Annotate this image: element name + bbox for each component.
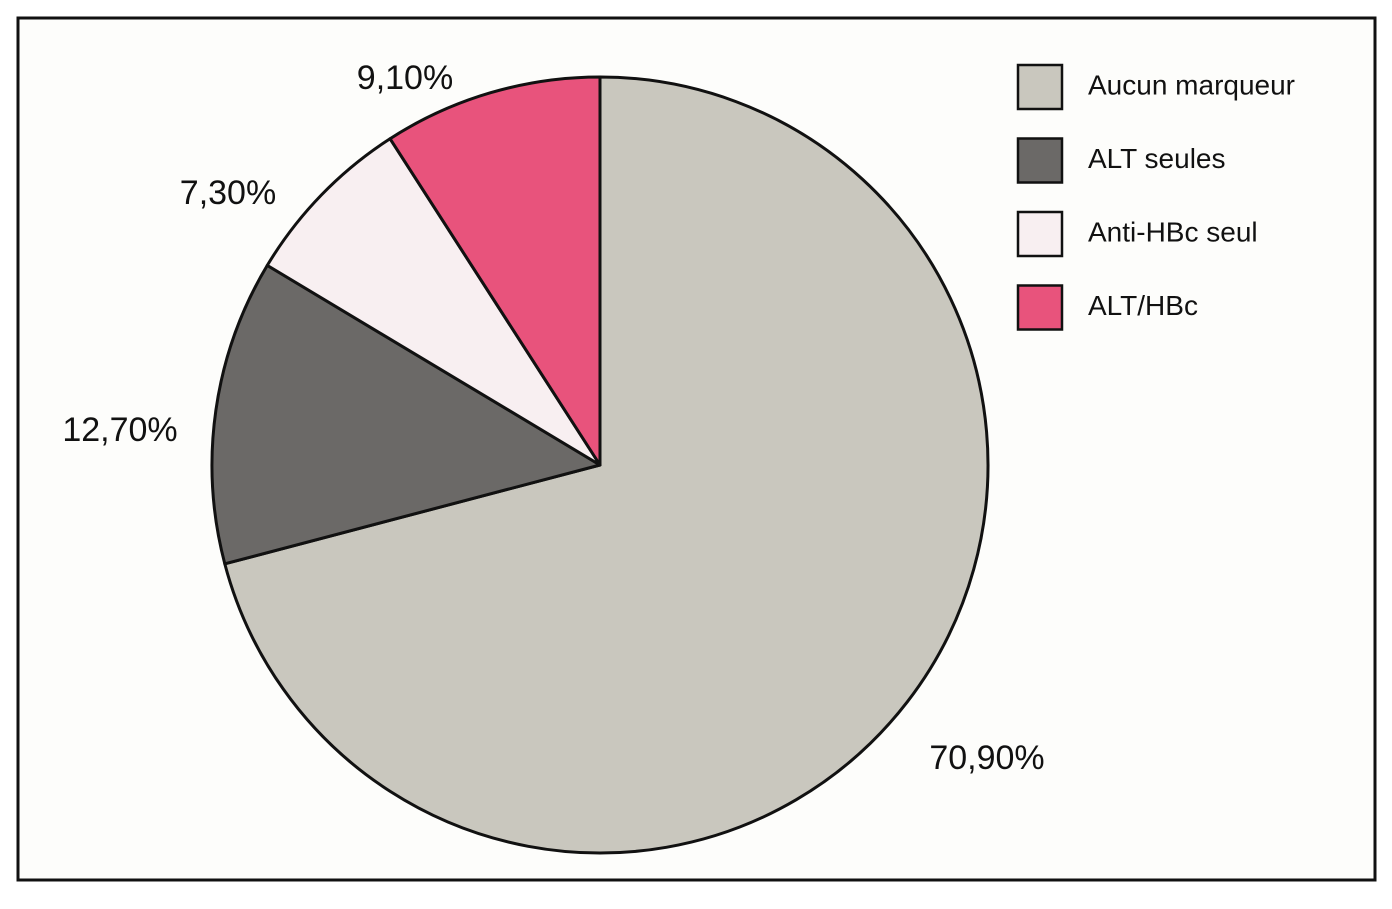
pie-slice — [223, 75, 990, 855]
legend-swatch — [1016, 210, 1064, 258]
legend-label: Anti-HBc seul — [1088, 216, 1258, 247]
pie-slice — [265, 137, 602, 467]
value-label: 9,10% — [357, 59, 453, 97]
pie — [210, 75, 990, 855]
legend-label: ALT seules — [1088, 143, 1225, 174]
legend-swatch — [1016, 63, 1064, 111]
value-labels: 70,90% 12,70% 7,30% 9,10% — [62, 59, 1044, 777]
legend: Aucun marqueur ALT seules Anti-HBc seul ALT… — [1016, 63, 1295, 331]
pie-slice — [210, 263, 602, 566]
legend-label: Aucun marqueur — [1088, 69, 1295, 100]
value-label: 70,90% — [929, 739, 1044, 777]
value-label: 7,30% — [180, 174, 276, 212]
legend-swatch — [1016, 284, 1064, 331]
pie-slice — [388, 75, 602, 467]
legend-label: ALT/HBc — [1088, 290, 1198, 321]
legend-swatch — [1016, 137, 1064, 184]
value-label: 12,70% — [62, 411, 177, 449]
